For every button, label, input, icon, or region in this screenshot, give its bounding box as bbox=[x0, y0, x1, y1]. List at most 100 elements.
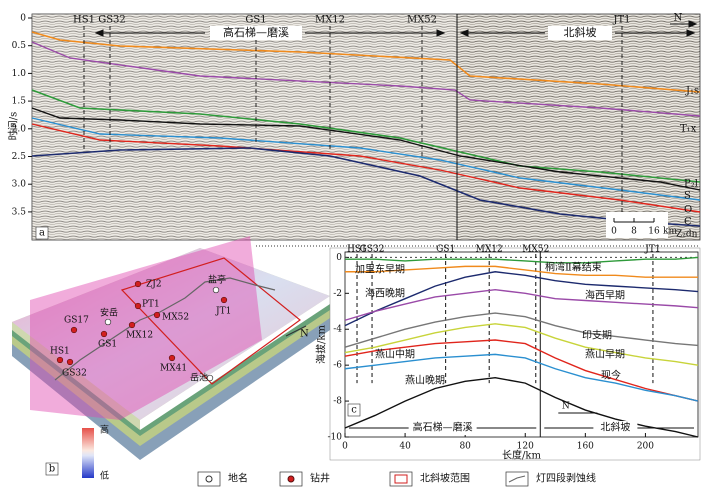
series-label: 燕山中期 bbox=[375, 348, 415, 361]
horizon bbox=[31, 117, 701, 201]
north-label: N bbox=[562, 402, 570, 412]
legend-label: 北斜坡范围 bbox=[420, 472, 470, 485]
well-dot bbox=[134, 280, 142, 288]
well-label: GS1 bbox=[245, 15, 266, 26]
place-label: 安岳 bbox=[100, 307, 118, 319]
x-tick-label: 80 bbox=[459, 442, 471, 452]
block-layer bbox=[12, 304, 330, 440]
legend-label: 地名 bbox=[228, 472, 248, 485]
y-tick-label: -6 bbox=[333, 361, 342, 371]
series-line bbox=[344, 377, 699, 438]
y-tick-label: -10 bbox=[328, 433, 343, 443]
legend-symbol bbox=[394, 474, 408, 484]
well-dot bbox=[128, 321, 136, 329]
section-plane bbox=[30, 236, 262, 420]
horizon bbox=[31, 89, 701, 183]
horizon bbox=[31, 123, 701, 213]
series-label: 海西晚期 bbox=[365, 287, 405, 300]
x-tick-label: 0 bbox=[342, 442, 348, 452]
y-axis-label: 海拔/km bbox=[315, 325, 328, 364]
well-label: MX52 bbox=[522, 245, 549, 255]
place-label: PT1 bbox=[142, 300, 160, 310]
well-label: MX12 bbox=[476, 245, 503, 255]
series-label: 燕山早期 bbox=[585, 349, 625, 361]
panel-label-box bbox=[347, 403, 361, 417]
series-label: 加里东早期 bbox=[355, 263, 405, 276]
scale-label: 0 bbox=[611, 227, 617, 237]
horizon-label: P₂l bbox=[684, 179, 698, 190]
erosion-line bbox=[54, 277, 276, 381]
arrow-head bbox=[459, 29, 469, 37]
arrow-head bbox=[686, 29, 696, 37]
place-label: GS1 bbox=[98, 340, 117, 350]
legend-symbol bbox=[287, 475, 295, 483]
well-dot bbox=[56, 356, 64, 364]
panel-a: HS1 GS32 GS1 MX12 MX52 JT1 高石梯—磨溪 北斜坡 N … bbox=[7, 13, 701, 241]
label-bg bbox=[210, 26, 302, 40]
series-line bbox=[344, 312, 699, 348]
arrow-head bbox=[436, 29, 446, 37]
horizon-label: J₁s bbox=[685, 86, 699, 97]
y-tick-label: 2.5 bbox=[12, 152, 27, 162]
x-axis-label: 长度/km bbox=[502, 449, 541, 462]
well-dot bbox=[134, 302, 142, 310]
horizon bbox=[31, 41, 701, 117]
place-label: MX52 bbox=[162, 313, 189, 323]
y-tick-label: -4 bbox=[333, 325, 342, 335]
colorbar-label: 低 bbox=[100, 470, 109, 482]
x-tick-label: 160 bbox=[577, 442, 594, 452]
series-line bbox=[344, 339, 699, 402]
x-tick-label: 200 bbox=[637, 442, 654, 452]
label-bg bbox=[408, 421, 477, 435]
series-line bbox=[344, 323, 699, 366]
horizon-label: Є bbox=[684, 217, 692, 228]
series-label: 印支期 bbox=[582, 330, 612, 342]
well-dot bbox=[70, 326, 78, 334]
well-label: MX12 bbox=[315, 15, 345, 26]
place-label: MX12 bbox=[126, 331, 153, 341]
x-tick-label: 120 bbox=[517, 442, 534, 452]
region-label: 高石梯—磨溪 bbox=[223, 25, 289, 39]
well-dot bbox=[168, 354, 176, 362]
well-label: HS1 bbox=[73, 15, 95, 26]
y-axis-label: 时间/s bbox=[7, 112, 20, 141]
place-label: 岳池 bbox=[190, 372, 208, 384]
series-label: 燕山晚期 bbox=[405, 375, 445, 387]
y-tick-label: -2 bbox=[333, 289, 342, 299]
well-dot bbox=[153, 311, 161, 319]
well-label: MX52 bbox=[407, 15, 437, 26]
horizon bbox=[31, 107, 701, 191]
place-dot bbox=[206, 374, 214, 382]
panel-label-box bbox=[45, 462, 59, 476]
well-label: HS1 bbox=[347, 245, 367, 255]
series-label: 海西早期 bbox=[585, 289, 625, 302]
place-label: HS1 bbox=[50, 347, 70, 357]
horizon bbox=[31, 31, 701, 93]
y-tick-label: 3.0 bbox=[12, 180, 27, 190]
well-label: JT1 bbox=[612, 15, 630, 26]
horizon-label: T₁x bbox=[680, 124, 697, 135]
block-layer bbox=[12, 310, 330, 450]
series-line bbox=[344, 271, 699, 327]
place-label: 盐亭 bbox=[208, 274, 226, 286]
place-label: ZJ2 bbox=[146, 280, 162, 290]
panel-label: c bbox=[351, 405, 357, 416]
colorbar bbox=[82, 428, 94, 478]
well-dot bbox=[100, 330, 108, 338]
legend-symbol bbox=[508, 475, 526, 483]
scale-label: 8 bbox=[631, 227, 637, 237]
legend-label: 钻井 bbox=[310, 472, 330, 485]
horizon-label: S bbox=[684, 191, 691, 202]
scale-bg bbox=[606, 212, 668, 238]
legend-box bbox=[505, 471, 529, 487]
panel-label: b bbox=[49, 464, 55, 475]
well-label: GS32 bbox=[98, 15, 126, 26]
well-dot bbox=[220, 296, 228, 304]
y-tick-label: 2.0 bbox=[12, 124, 27, 134]
scale-unit: km bbox=[663, 227, 677, 237]
north-label: N bbox=[300, 329, 309, 340]
colorbar-label: 高 bbox=[100, 424, 109, 436]
north-slope-range bbox=[120, 257, 301, 385]
label-bg bbox=[593, 421, 638, 435]
horizon-label: Z₂dn bbox=[676, 230, 698, 240]
